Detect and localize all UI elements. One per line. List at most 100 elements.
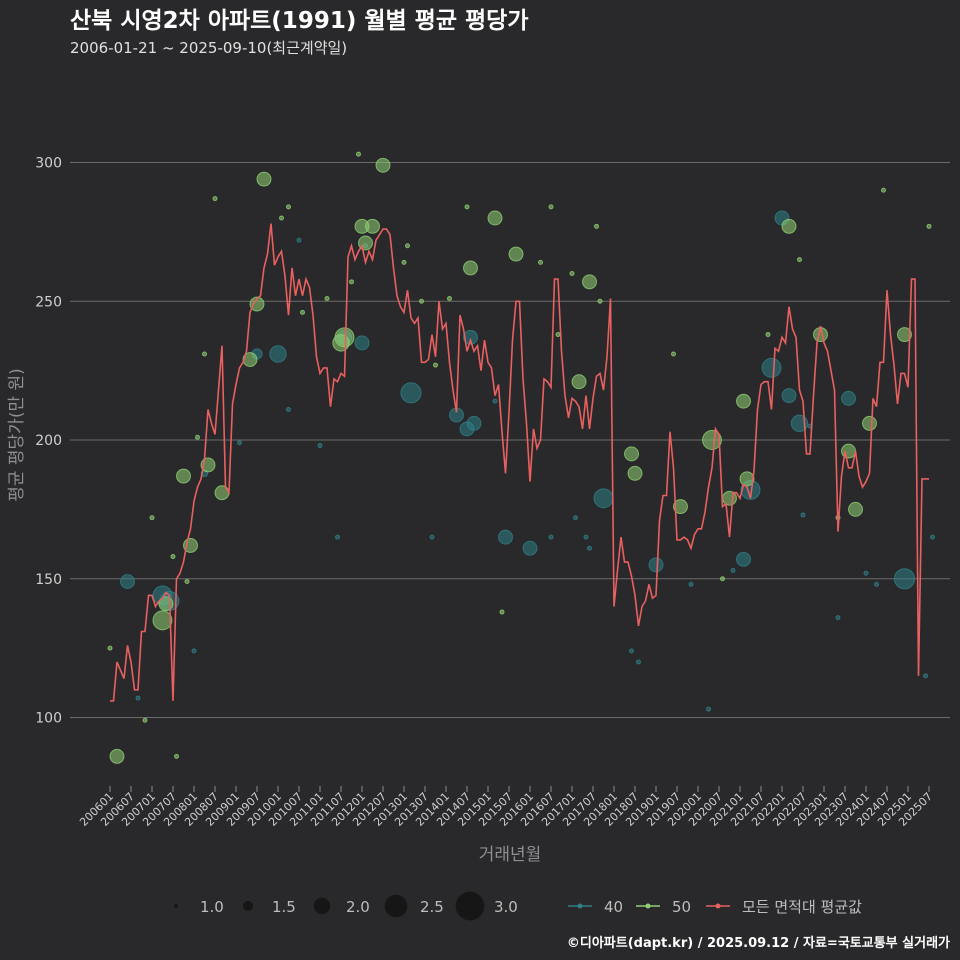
point-40 — [688, 581, 694, 587]
credit-text: ©디아파트(dapt.kr) / 2025.09.12 / 자료=국토교통부 실… — [567, 935, 950, 951]
point-40 — [863, 570, 869, 576]
point-50 — [848, 501, 863, 517]
point-50 — [781, 218, 797, 234]
point-40 — [583, 534, 589, 540]
point-50 — [881, 187, 886, 193]
point-50 — [673, 499, 688, 515]
point-50 — [375, 157, 391, 173]
size-legend-label: 2.5 — [420, 898, 444, 916]
point-50 — [897, 327, 912, 343]
size-legend-dot — [242, 900, 254, 912]
point-40 — [492, 398, 498, 404]
point-40 — [191, 648, 197, 654]
point-40 — [354, 335, 370, 351]
series-40-points — [120, 210, 935, 712]
point-50 — [324, 295, 330, 301]
point-50 — [926, 223, 932, 229]
point-40 — [736, 551, 751, 567]
point-40 — [706, 706, 711, 712]
point-40 — [930, 534, 935, 540]
y-tick-label: 300 — [35, 156, 62, 172]
point-40 — [841, 390, 856, 406]
point-50 — [862, 415, 877, 431]
point-50 — [174, 753, 179, 759]
point-50 — [279, 215, 284, 221]
point-50 — [401, 259, 407, 265]
point-40 — [781, 388, 797, 404]
point-50 — [627, 465, 643, 481]
point-40 — [522, 540, 538, 556]
point-50 — [487, 210, 503, 226]
grid — [70, 162, 950, 718]
point-40 — [730, 567, 736, 573]
color-legend-label: 40 — [604, 898, 623, 916]
size-legend-dot — [384, 894, 408, 918]
point-40 — [648, 557, 664, 573]
point-50 — [736, 393, 751, 409]
point-50 — [671, 351, 676, 357]
point-40 — [296, 237, 302, 243]
color-legend-label: 50 — [672, 898, 691, 916]
color-legend-label: 모든 면적대 평균값 — [742, 898, 862, 916]
point-50 — [447, 295, 452, 301]
point-50 — [300, 309, 305, 315]
point-50 — [555, 332, 561, 338]
point-40 — [593, 488, 614, 509]
size-legend-label: 1.0 — [200, 898, 224, 916]
point-50 — [594, 223, 599, 229]
point-40 — [466, 415, 482, 431]
y-tick-label: 100 — [35, 711, 62, 727]
y-tick-label: 200 — [35, 433, 62, 449]
point-40 — [237, 440, 242, 446]
point-40 — [317, 443, 323, 449]
point-50 — [464, 204, 470, 210]
x-axis-label: 거래년월 — [479, 845, 542, 865]
point-50 — [739, 471, 755, 487]
point-50 — [202, 351, 207, 357]
point-40 — [400, 382, 422, 404]
point-50 — [107, 645, 113, 651]
point-50 — [538, 259, 543, 265]
point-40 — [923, 673, 928, 679]
point-50 — [571, 374, 587, 390]
point-40 — [548, 534, 554, 540]
point-40 — [335, 534, 340, 540]
point-50 — [152, 610, 173, 631]
y-tick-label: 250 — [35, 294, 62, 310]
point-50 — [365, 218, 380, 234]
chart-subtitle: 2006-01-21 ~ 2025-09-10(최근계약일) — [70, 39, 347, 57]
point-40 — [587, 545, 592, 551]
point-50 — [405, 243, 410, 249]
point-50 — [508, 246, 524, 262]
point-50 — [349, 279, 354, 285]
chart-title: 산북 시영2차 아파트(1991) 월별 평균 평당가 — [70, 8, 528, 34]
color-legend-dot — [577, 903, 583, 909]
point-40 — [463, 329, 478, 345]
point-50 — [720, 576, 725, 582]
point-50 — [212, 196, 218, 202]
point-50 — [463, 260, 478, 276]
point-40 — [498, 529, 513, 545]
point-50 — [356, 151, 361, 157]
size-legend-dot — [455, 891, 485, 921]
y-tick-label: 150 — [35, 572, 62, 588]
point-50 — [149, 515, 155, 521]
point-50 — [569, 271, 575, 276]
point-40 — [120, 574, 135, 589]
point-40 — [874, 581, 879, 587]
point-50 — [286, 204, 291, 210]
point-40 — [269, 345, 287, 363]
point-50 — [499, 609, 505, 615]
point-50 — [582, 274, 597, 290]
point-40 — [573, 515, 578, 521]
point-40 — [893, 568, 916, 590]
y-ticks: 100 150 200 250 300 — [35, 156, 62, 727]
size-legend-label: 2.0 — [346, 898, 370, 916]
color-legend-dot — [715, 903, 721, 909]
point-50 — [624, 446, 639, 462]
point-50 — [170, 554, 176, 560]
color-legend-dot — [645, 903, 651, 909]
point-40 — [636, 659, 641, 665]
point-50 — [597, 298, 603, 304]
